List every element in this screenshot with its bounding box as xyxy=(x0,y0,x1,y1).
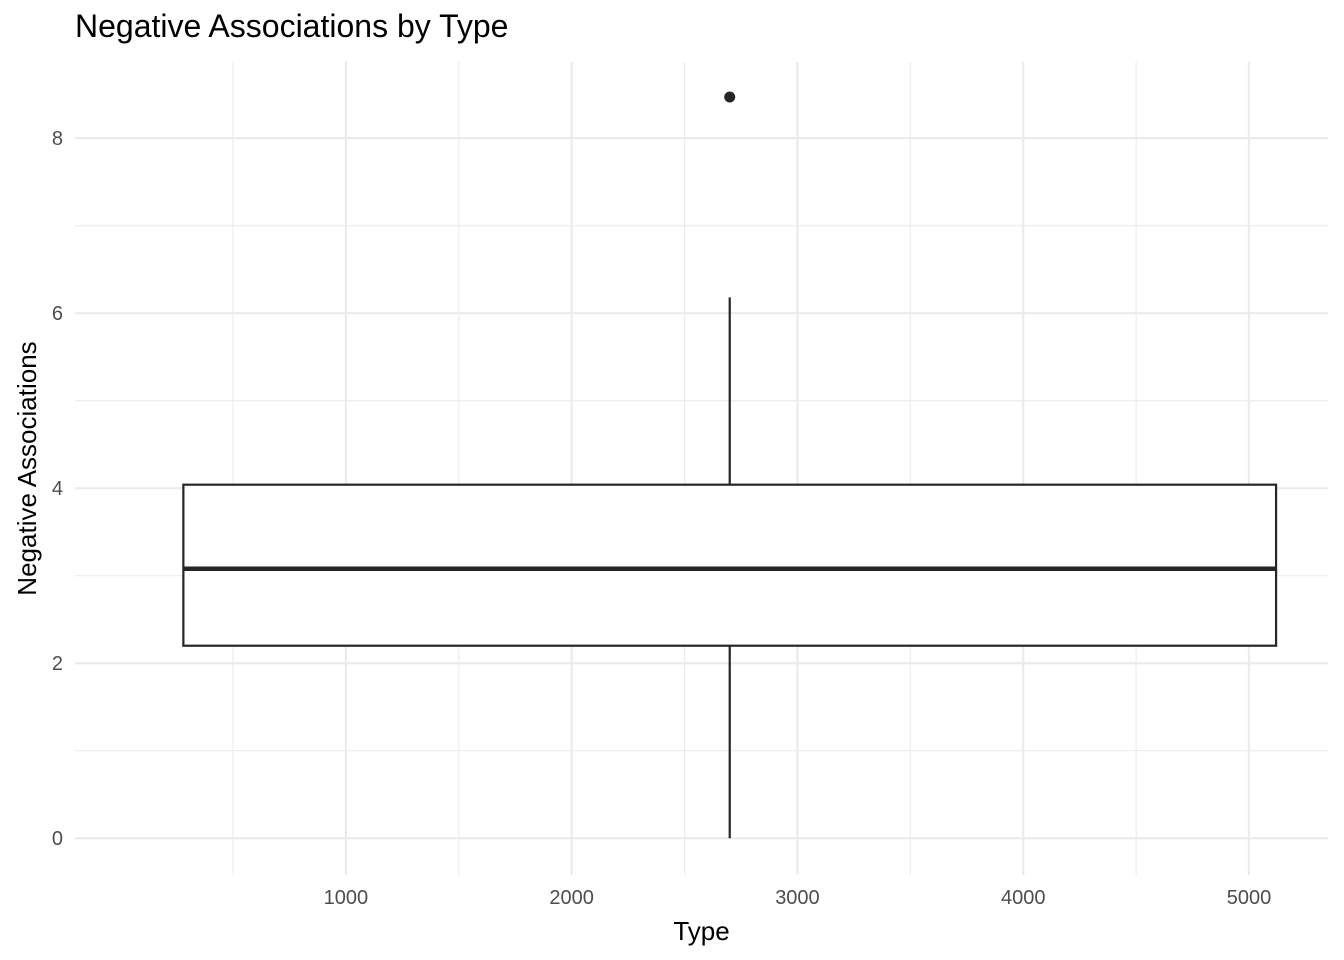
interquartile-box xyxy=(182,483,1278,647)
outlier-point xyxy=(724,91,736,103)
box-plot-marks xyxy=(182,91,1278,839)
y-tick-label: 6 xyxy=(52,303,63,325)
x-tick-label: 1000 xyxy=(324,887,369,909)
y-axis-title: Negative Associations xyxy=(12,341,42,595)
y-tick-label: 2 xyxy=(52,653,63,675)
grid xyxy=(75,62,1328,875)
x-tick-label: 2000 xyxy=(549,887,594,909)
x-tick-label: 4000 xyxy=(1001,887,1046,909)
y-tick-label: 8 xyxy=(52,128,63,150)
x-axis-title: Type xyxy=(673,916,729,946)
y-tick-label: 0 xyxy=(52,828,63,850)
chart-title: Negative Associations by Type xyxy=(75,8,509,44)
x-tick-label: 3000 xyxy=(775,887,820,909)
x-axis-ticks: 1000 2000 3000 4000 5000 xyxy=(324,887,1272,909)
y-axis-ticks: 0 2 4 6 8 xyxy=(52,128,63,850)
y-tick-label: 4 xyxy=(52,478,63,500)
x-tick-label: 5000 xyxy=(1227,887,1272,909)
